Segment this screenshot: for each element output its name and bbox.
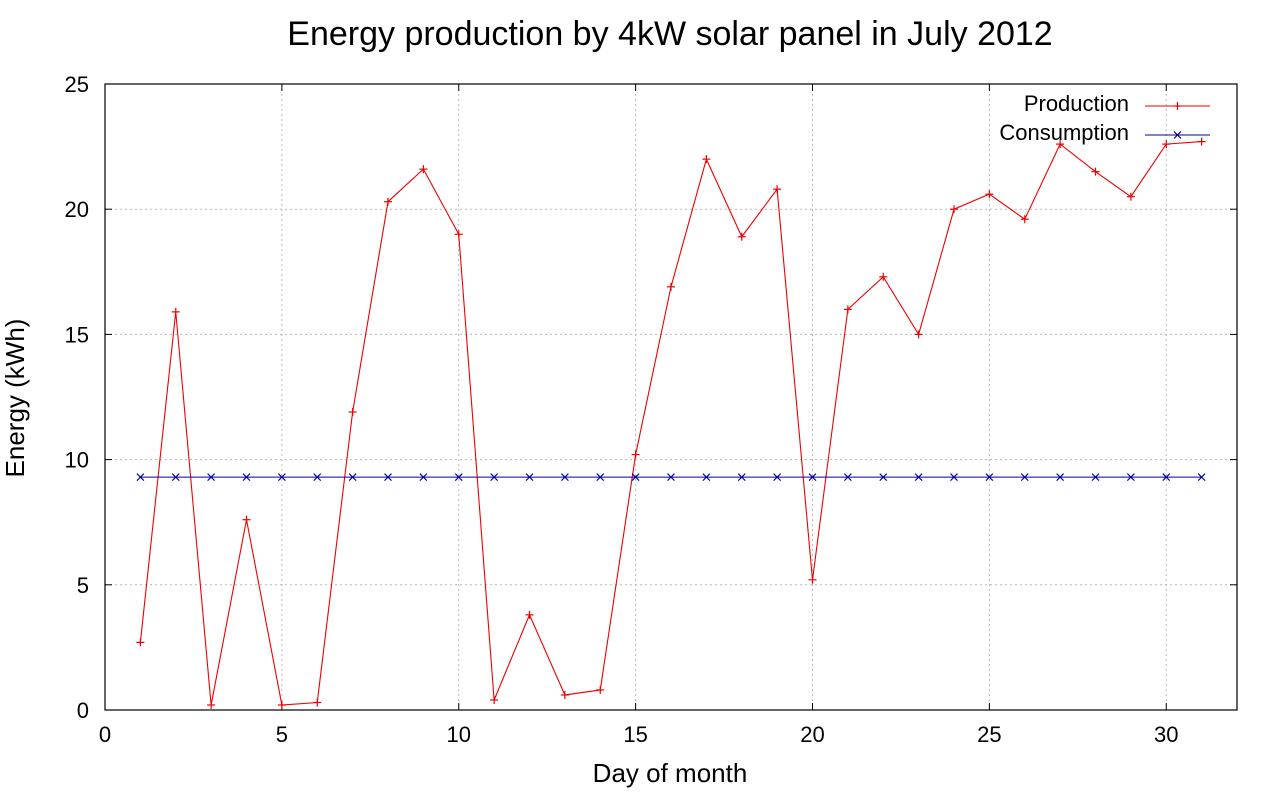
production-point	[1126, 192, 1135, 201]
production-point	[207, 700, 216, 709]
consumption-point	[454, 473, 463, 482]
y-tick-label: 25	[65, 72, 89, 97]
legend-marker-consumption	[1173, 131, 1182, 139]
legend-label-consumption: Consumption	[999, 120, 1129, 145]
consumption-point	[631, 473, 640, 482]
production-point	[702, 155, 711, 164]
production-point	[1197, 137, 1206, 146]
production-point	[384, 197, 392, 206]
plot-frame	[104, 83, 1238, 711]
consumption-point	[560, 473, 569, 482]
production-point	[843, 305, 852, 314]
chart-title: Energy production by 4kW solar panel in …	[287, 15, 1052, 53]
x-axis-label: Day of month	[593, 758, 748, 788]
production-point	[596, 685, 605, 694]
consumption-point	[1056, 473, 1065, 482]
consumption-point	[490, 473, 499, 482]
consumption-point	[702, 473, 711, 482]
consumption-point	[242, 473, 251, 482]
y-tick-label: 20	[65, 197, 89, 222]
x-tick-label: 5	[276, 722, 288, 747]
consumption-point	[525, 473, 534, 482]
production-point	[348, 408, 357, 417]
y-tick-label: 10	[65, 448, 89, 473]
x-tick-label: 20	[800, 722, 824, 747]
consumption-point	[1126, 473, 1135, 482]
production-point	[560, 690, 569, 699]
consumption-point	[348, 473, 357, 482]
consumption-point	[596, 473, 605, 482]
consumption-point	[277, 473, 286, 482]
consumption-point	[419, 473, 428, 482]
consumption-point	[136, 473, 145, 482]
production-point	[808, 575, 817, 584]
production-point	[773, 185, 782, 194]
production-point	[1020, 215, 1029, 224]
x-tick-label: 15	[623, 722, 647, 747]
consumption-point	[207, 473, 216, 482]
ticks-layer: 0 5 10 15 20 25 30 0 5 10 15 20 25	[65, 72, 1237, 747]
legend-marker-production	[1173, 102, 1182, 110]
production-series-line	[139, 141, 1202, 706]
consumption-point	[773, 473, 782, 482]
production-point	[631, 450, 640, 459]
consumption-point	[313, 473, 322, 482]
production-point	[313, 698, 322, 707]
consumption-point	[950, 473, 958, 482]
consumption-point	[171, 473, 180, 482]
production-point	[242, 515, 251, 524]
legend: Production Consumption	[999, 91, 1210, 145]
production-point	[667, 282, 675, 291]
x-tick-label: 0	[99, 722, 111, 747]
production-point	[1056, 140, 1065, 149]
consumption-point	[1020, 473, 1029, 482]
production-point	[136, 638, 145, 647]
production-point	[171, 307, 180, 316]
production-point	[985, 190, 994, 199]
consumption-point	[667, 473, 675, 482]
consumption-point	[1091, 473, 1100, 482]
consumption-point	[1162, 473, 1171, 482]
series-layer	[136, 137, 1206, 709]
consumption-point	[808, 473, 817, 482]
production-point	[277, 700, 286, 709]
x-tick-label: 10	[447, 722, 471, 747]
x-tick-label: 25	[977, 722, 1001, 747]
production-point	[737, 232, 746, 241]
production-point	[419, 165, 428, 174]
production-point	[879, 272, 888, 281]
consumption-point	[384, 473, 392, 482]
consumption-point	[914, 473, 923, 482]
x-tick-label: 30	[1154, 722, 1178, 747]
production-point	[1091, 167, 1100, 176]
production-point	[490, 695, 499, 704]
consumption-point	[737, 473, 746, 482]
consumption-point	[1197, 473, 1206, 482]
y-tick-label: 15	[65, 322, 89, 347]
production-point	[914, 330, 923, 339]
y-tick-label: 5	[77, 573, 89, 598]
grid-layer	[105, 84, 1237, 710]
consumption-point	[985, 473, 994, 482]
y-axis-label: Energy (kWh)	[0, 319, 30, 478]
production-point	[525, 610, 534, 619]
legend-label-production: Production	[1024, 91, 1129, 116]
consumption-point	[843, 473, 852, 482]
production-point	[950, 205, 958, 214]
production-point	[454, 230, 463, 239]
production-point	[1162, 140, 1171, 149]
consumption-point	[879, 473, 888, 482]
y-tick-label: 0	[77, 698, 89, 723]
